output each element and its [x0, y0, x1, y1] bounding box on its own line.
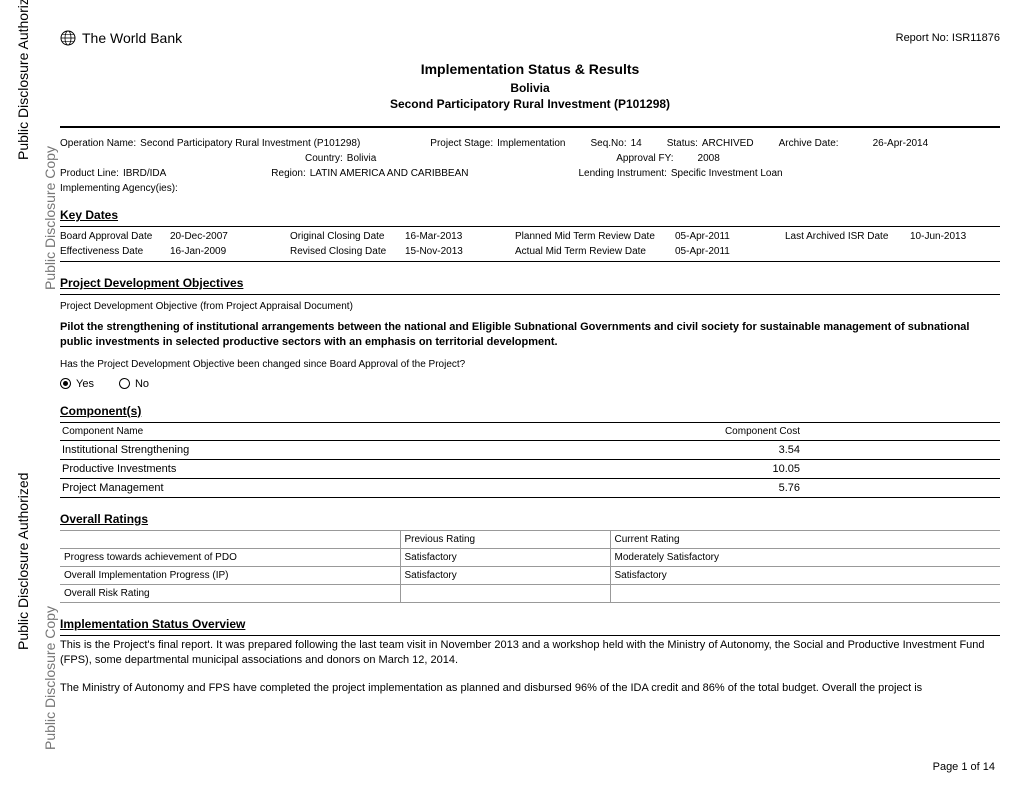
- seq: 14: [631, 138, 642, 149]
- status-label: Status:: [667, 138, 698, 149]
- rating-col-blank: [60, 530, 400, 548]
- bank-name: The World Bank: [60, 30, 182, 46]
- country: Bolivia: [347, 153, 376, 164]
- product-label: Product Line:: [60, 168, 119, 179]
- stage: Implementation: [497, 138, 565, 149]
- page-number: Page 1 of 14: [933, 761, 995, 773]
- overview-p2: The Ministry of Autonomy and FPS have co…: [60, 681, 1000, 696]
- page-header: The World Bank Report No: ISR11876: [60, 30, 1000, 46]
- pdo-text: Pilot the strengthening of institutional…: [60, 320, 1000, 351]
- radio-no-label: No: [135, 378, 149, 390]
- report-number: Report No: ISR11876: [896, 32, 1000, 44]
- component-row: Institutional Strengthening3.54: [60, 440, 1000, 459]
- seq-label: Seq.No:: [590, 138, 626, 149]
- overview-p1: This is the Project's final report. It w…: [60, 638, 1000, 669]
- components-title: Component(s): [60, 404, 1000, 418]
- rating-row: Overall Implementation Progress (IP)Sati…: [60, 566, 1000, 584]
- comp-col-cost: Component Cost: [362, 422, 1000, 440]
- divider: [60, 226, 1000, 227]
- radio-yes-label: Yes: [76, 378, 94, 390]
- product: IBRD/IDA: [123, 168, 166, 179]
- bank-label: The World Bank: [82, 30, 182, 46]
- divider: [60, 261, 1000, 262]
- key-date-row: Board Approval Date20-Dec-2007Original C…: [60, 229, 1000, 244]
- rating-row: Progress towards achievement of PDOSatis…: [60, 548, 1000, 566]
- op-name-label: Operation Name:: [60, 138, 136, 149]
- rating-col-prev: Previous Rating: [400, 530, 610, 548]
- comp-col-name: Component Name: [60, 422, 362, 440]
- agency-label: Implementing Agency(ies):: [60, 183, 178, 194]
- rating-col-curr: Current Rating: [610, 530, 1000, 548]
- instrument-label: Lending Instrument:: [579, 168, 667, 179]
- region: LATIN AMERICA AND CARIBBEAN: [310, 168, 469, 179]
- instrument: Specific Investment Loan: [671, 168, 783, 179]
- component-row: Productive Investments10.05: [60, 459, 1000, 478]
- divider: [60, 126, 1000, 128]
- key-dates-title: Key Dates: [60, 208, 1000, 222]
- ratings-title: Overall Ratings: [60, 512, 1000, 526]
- radio-icon: [119, 378, 130, 389]
- approval: 2008: [698, 153, 720, 164]
- title-block: Implementation Status & Results Bolivia …: [60, 61, 1000, 111]
- op-name: Second Participatory Rural Investment (P…: [140, 138, 360, 149]
- radio-yes[interactable]: Yes: [60, 378, 94, 390]
- overview-title: Implementation Status Overview: [60, 617, 1000, 631]
- approval-label: Approval FY:: [616, 153, 673, 164]
- pdo-radio-group: Yes No: [60, 378, 1000, 390]
- status: ARCHIVED: [702, 138, 754, 149]
- pdo-sub: Project Development Objective (from Proj…: [60, 301, 1000, 312]
- doc-country: Bolivia: [60, 81, 1000, 95]
- meta-grid: Operation Name: Second Participatory Rur…: [60, 138, 1000, 194]
- component-row: Project Management5.76: [60, 478, 1000, 497]
- doc-project: Second Participatory Rural Investment (P…: [60, 97, 1000, 111]
- archive-label: Archive Date:: [779, 138, 839, 149]
- ratings-table: Previous Rating Current Rating Progress …: [60, 530, 1000, 603]
- rating-row: Overall Risk Rating: [60, 584, 1000, 602]
- pdo-question: Has the Project Development Objective be…: [60, 359, 1000, 370]
- pdo-title: Project Development Objectives: [60, 276, 1000, 290]
- key-date-row: Effectiveness Date16-Jan-2009Revised Clo…: [60, 244, 1000, 259]
- globe-icon: [60, 30, 76, 46]
- country-label: Country:: [305, 153, 343, 164]
- archive: 26-Apr-2014: [873, 138, 929, 149]
- components-table: Component Name Component Cost Institutio…: [60, 422, 1000, 498]
- radio-icon: [60, 378, 71, 389]
- divider: [60, 294, 1000, 295]
- key-dates-body: Board Approval Date20-Dec-2007Original C…: [60, 229, 1000, 259]
- stage-label: Project Stage:: [430, 138, 493, 149]
- radio-no[interactable]: No: [119, 378, 149, 390]
- doc-title: Implementation Status & Results: [60, 61, 1000, 77]
- divider: [60, 635, 1000, 636]
- region-label: Region:: [271, 168, 305, 179]
